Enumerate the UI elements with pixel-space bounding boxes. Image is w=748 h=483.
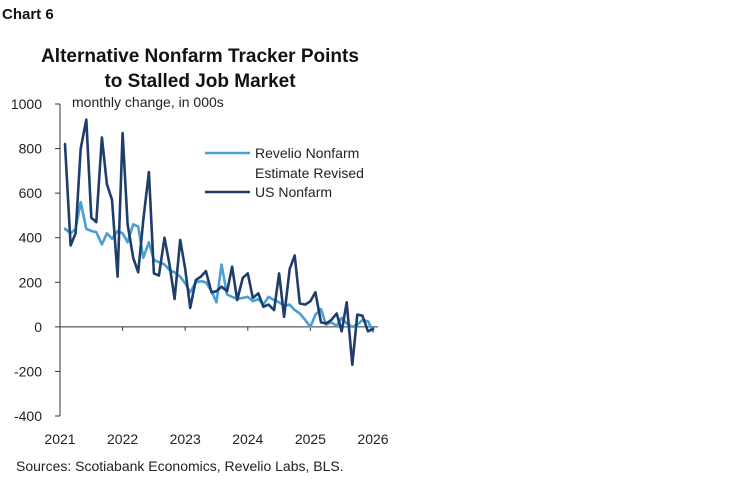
x-tick-label: 2022 — [107, 431, 138, 447]
y-tick-label: 0 — [34, 319, 42, 335]
chart-label: Chart 6 — [2, 6, 54, 23]
y-tick-label: 200 — [19, 274, 43, 290]
chart-title: Alternative Nonfarm Tracker Points to St… — [41, 46, 359, 92]
legend-label: Revelio Nonfarm Estimate Revised — [255, 145, 364, 181]
x-tick-label: 2025 — [295, 431, 326, 447]
legend-label: US Nonfarm — [255, 184, 332, 200]
series-line-revelio — [63, 200, 375, 333]
y-tick-label: 400 — [19, 230, 43, 246]
y-tick-label: -400 — [14, 408, 42, 424]
x-tick-label: 2021 — [44, 431, 75, 447]
source-note: Sources: Scotiabank Economics, Revelio L… — [16, 458, 344, 474]
y-tick-label: 1000 — [11, 96, 42, 112]
x-tick-label: 2026 — [357, 431, 388, 447]
series-line-us-nonfarm — [63, 118, 375, 367]
y-tick-label: -200 — [14, 363, 42, 379]
x-tick-label: 2024 — [232, 431, 263, 447]
x-tick-label: 2023 — [170, 431, 201, 447]
y-tick-label: 800 — [19, 141, 43, 157]
unit-label: monthly change, in 000s — [72, 94, 224, 110]
y-tick-label: 600 — [19, 185, 43, 201]
